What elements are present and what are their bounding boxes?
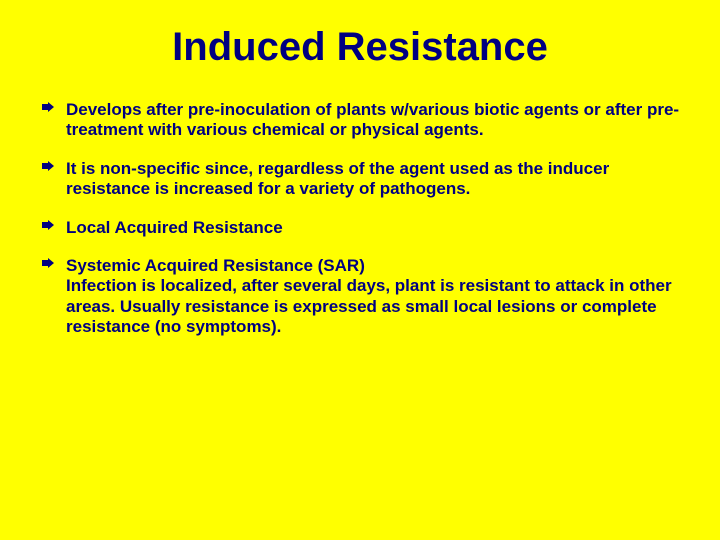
bullet-text: Systemic Acquired Resistance (SAR) Infec…: [66, 256, 680, 338]
bullet-item: Local Acquired Resistance: [40, 218, 680, 238]
bullet-item: Systemic Acquired Resistance (SAR) Infec…: [40, 256, 680, 338]
bullet-item: It is non-specific since, regardless of …: [40, 159, 680, 200]
bullet-main: Systemic Acquired Resistance (SAR): [66, 256, 365, 275]
bullet-item: Develops after pre-inoculation of plants…: [40, 100, 680, 141]
arrow-right-icon: [40, 258, 56, 274]
arrow-right-icon: [40, 220, 56, 236]
bullet-text: Develops after pre-inoculation of plants…: [66, 100, 680, 141]
slide-title: Induced Resistance: [40, 25, 680, 70]
bullet-sub: Infection is localized, after several da…: [66, 276, 680, 337]
slide-container: Induced Resistance Develops after pre-in…: [0, 0, 720, 540]
bullet-list: Develops after pre-inoculation of plants…: [40, 100, 680, 338]
arrow-right-icon: [40, 102, 56, 118]
arrow-right-icon: [40, 161, 56, 177]
bullet-text: Local Acquired Resistance: [66, 218, 680, 238]
bullet-text: It is non-specific since, regardless of …: [66, 159, 680, 200]
